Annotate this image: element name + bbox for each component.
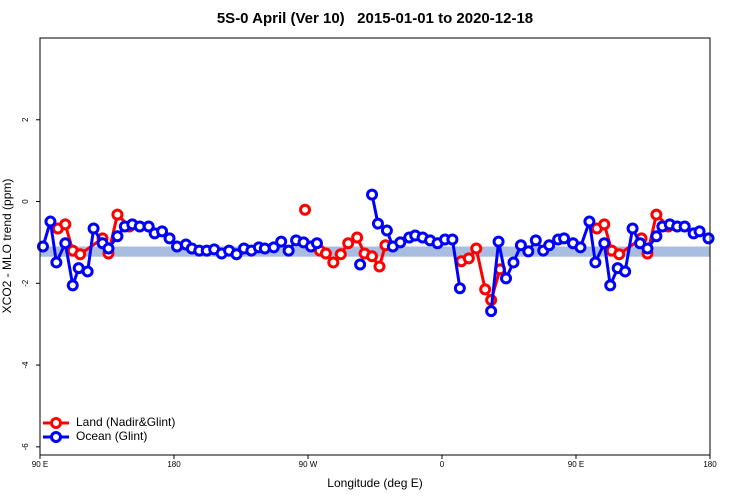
point [366,188,379,201]
point [522,245,535,258]
legend-label: Land (Nadir&Glint) [76,415,175,429]
point [366,250,379,263]
point [598,218,611,231]
point [299,203,312,216]
point [604,279,617,292]
x-tick-label: 180 [703,460,717,469]
point [500,272,513,285]
x-tick-label: 0 [440,460,445,469]
point [163,232,176,245]
point [634,237,647,250]
point [574,241,587,254]
x-tick-label: 180 [167,460,181,469]
point [102,242,115,255]
plot-frame [39,37,711,456]
point [514,239,527,252]
y-tick-label: 2 [21,117,30,122]
point [87,222,100,235]
point [319,247,332,260]
point [334,248,347,261]
point [66,279,79,292]
point [529,234,542,247]
point [626,222,639,235]
point [650,230,663,243]
point [81,265,94,278]
point [470,242,483,255]
point [342,237,355,250]
point [583,215,596,228]
point [619,265,632,278]
y-tick-label: -2 [21,279,30,287]
point [462,252,475,265]
point [36,240,49,253]
y-axis-label: XCO2 - MLO trend (ppm) [0,179,14,314]
point [479,283,492,296]
point [453,282,466,295]
point [59,237,72,250]
point [371,217,384,230]
point [275,235,288,248]
point [598,237,611,250]
point [650,208,663,221]
point [558,232,571,245]
x-axis-label: Longitude (deg E) [327,476,422,490]
point [156,225,169,238]
point [111,208,124,221]
point [446,233,459,246]
x-tick-label: 90 W [299,460,318,469]
x-tick-label: 90 E [568,460,584,469]
point [267,241,280,254]
point [380,224,393,237]
x-tick-label: 90 E [32,460,48,469]
point [543,239,556,252]
point [641,242,654,255]
point [354,258,367,271]
point [613,248,626,261]
point [282,244,295,257]
y-tick-label: -4 [21,361,30,369]
point [327,256,340,269]
legend-label: Ocean (Glint) [76,429,147,443]
point [310,237,323,250]
point [50,256,63,269]
point [394,236,407,249]
point [230,248,243,261]
y-tick-label: 0 [21,199,30,204]
point [373,260,386,273]
legend-marker [50,417,62,429]
point [74,248,87,261]
series [36,188,715,318]
point [693,225,706,238]
point [59,218,72,231]
y-tick-label: -6 [21,443,30,451]
legend-marker [50,431,62,443]
point [589,256,602,269]
point [44,215,57,228]
point [111,230,124,243]
chart-title: 5S-0 April (Ver 10) 2015-01-01 to 2020-1… [217,10,533,27]
point [492,235,505,248]
point [485,305,498,318]
point [678,220,691,233]
point [351,231,364,244]
point [507,256,520,269]
point [702,232,715,245]
